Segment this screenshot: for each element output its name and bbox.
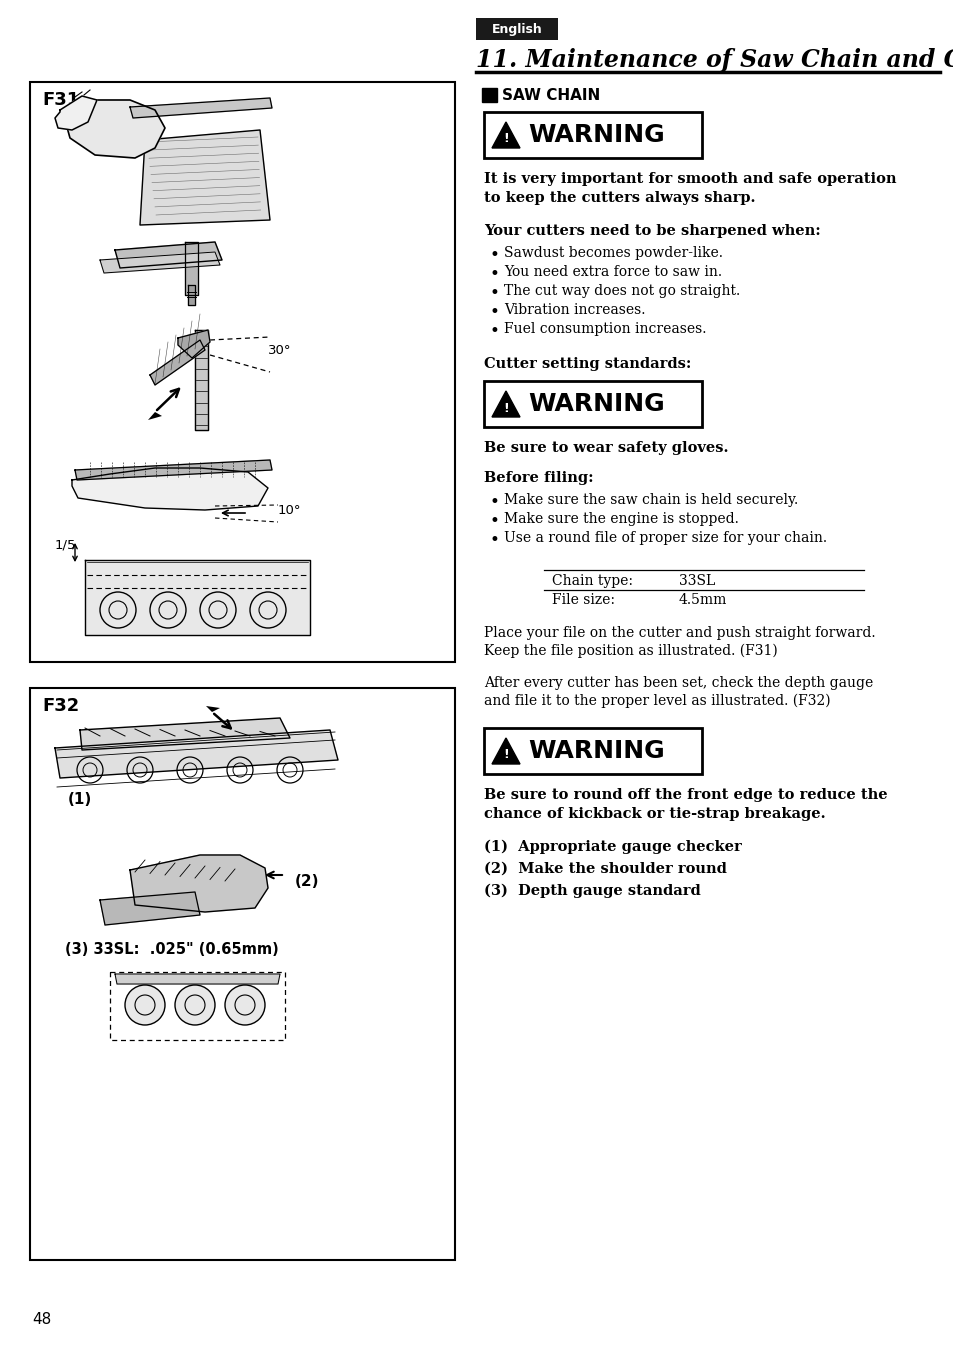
Text: File size:: File size:	[552, 593, 615, 607]
Polygon shape	[140, 129, 270, 225]
Text: •: •	[490, 245, 499, 264]
Text: (1)  Appropriate gauge checker: (1) Appropriate gauge checker	[483, 840, 741, 855]
Text: WARNING: WARNING	[527, 392, 664, 417]
Text: WARNING: WARNING	[527, 739, 664, 763]
Polygon shape	[100, 892, 200, 925]
FancyBboxPatch shape	[483, 112, 701, 158]
Text: You need extra force to saw in.: You need extra force to saw in.	[503, 266, 721, 279]
Text: Make sure the engine is stopped.: Make sure the engine is stopped.	[503, 512, 739, 526]
Text: Sawdust becomes powder-like.: Sawdust becomes powder-like.	[503, 245, 722, 260]
Text: •: •	[490, 284, 499, 302]
FancyBboxPatch shape	[483, 728, 701, 774]
Text: SAW CHAIN: SAW CHAIN	[501, 88, 599, 102]
Polygon shape	[71, 468, 268, 510]
FancyBboxPatch shape	[30, 687, 455, 1260]
Polygon shape	[481, 88, 497, 102]
Text: and file it to the proper level as illustrated. (F32): and file it to the proper level as illus…	[483, 694, 830, 709]
Polygon shape	[115, 243, 222, 268]
Text: Fuel consumption increases.: Fuel consumption increases.	[503, 322, 706, 336]
Text: (2): (2)	[294, 875, 319, 890]
Text: WARNING: WARNING	[527, 123, 664, 147]
Circle shape	[125, 985, 165, 1024]
Polygon shape	[115, 975, 280, 984]
Polygon shape	[492, 391, 519, 417]
Polygon shape	[194, 330, 208, 430]
Text: (3)  Depth gauge standard: (3) Depth gauge standard	[483, 884, 700, 898]
Text: It is very important for smooth and safe operation: It is very important for smooth and safe…	[483, 173, 896, 186]
FancyBboxPatch shape	[476, 18, 558, 40]
Polygon shape	[65, 100, 165, 158]
Text: Your cutters need to be sharpened when:: Your cutters need to be sharpened when:	[483, 224, 820, 239]
FancyBboxPatch shape	[30, 82, 455, 662]
Text: Be sure to round off the front edge to reduce the: Be sure to round off the front edge to r…	[483, 789, 886, 802]
Polygon shape	[55, 731, 337, 778]
Text: •: •	[490, 322, 499, 340]
Polygon shape	[75, 460, 272, 480]
Text: !: !	[502, 402, 508, 414]
Text: !: !	[502, 132, 508, 146]
Circle shape	[174, 985, 214, 1024]
Text: •: •	[490, 512, 499, 530]
Polygon shape	[150, 340, 205, 386]
Text: Keep the file position as illustrated. (F31): Keep the file position as illustrated. (…	[483, 644, 777, 658]
Text: •: •	[490, 266, 499, 283]
Text: 1/5: 1/5	[55, 538, 76, 551]
Text: !: !	[502, 748, 508, 762]
FancyBboxPatch shape	[483, 381, 701, 427]
Polygon shape	[185, 243, 198, 295]
Text: chance of kickback or tie-strap breakage.: chance of kickback or tie-strap breakage…	[483, 807, 824, 821]
Text: Chain type:: Chain type:	[552, 574, 633, 588]
Text: Cutter setting standards:: Cutter setting standards:	[483, 357, 691, 371]
Text: •: •	[490, 303, 499, 321]
Polygon shape	[100, 252, 220, 274]
Polygon shape	[85, 559, 310, 635]
Text: Make sure the saw chain is held securely.: Make sure the saw chain is held securely…	[503, 493, 798, 507]
Text: 10°: 10°	[277, 504, 301, 518]
Text: Vibration increases.: Vibration increases.	[503, 303, 645, 317]
Text: 48: 48	[32, 1313, 51, 1328]
Text: •: •	[490, 531, 499, 549]
Polygon shape	[492, 737, 519, 764]
Polygon shape	[130, 98, 272, 119]
Text: (3) 33SL:  .025" (0.65mm): (3) 33SL: .025" (0.65mm)	[65, 942, 278, 957]
Text: Be sure to wear safety gloves.: Be sure to wear safety gloves.	[483, 441, 728, 456]
Polygon shape	[178, 330, 210, 359]
Polygon shape	[492, 123, 519, 148]
Text: Place your file on the cutter and push straight forward.: Place your file on the cutter and push s…	[483, 625, 875, 640]
Polygon shape	[55, 96, 97, 129]
Polygon shape	[148, 412, 162, 421]
Text: F31: F31	[42, 92, 79, 109]
Text: After every cutter has been set, check the depth gauge: After every cutter has been set, check t…	[483, 675, 872, 690]
Polygon shape	[80, 718, 290, 749]
Text: 33SL: 33SL	[679, 574, 715, 588]
Text: Use a round file of proper size for your chain.: Use a round file of proper size for your…	[503, 531, 826, 545]
Text: to keep the cutters always sharp.: to keep the cutters always sharp.	[483, 191, 755, 205]
Text: The cut way does not go straight.: The cut way does not go straight.	[503, 284, 740, 298]
Text: (1): (1)	[68, 793, 92, 807]
Text: Before filing:: Before filing:	[483, 470, 593, 485]
Text: 4.5mm: 4.5mm	[679, 593, 726, 607]
Text: •: •	[490, 493, 499, 511]
Text: 11. Maintenance of Saw Chain and Guide Bar: 11. Maintenance of Saw Chain and Guide B…	[476, 49, 953, 71]
Circle shape	[225, 985, 265, 1024]
Text: F32: F32	[42, 697, 79, 714]
Text: (2)  Make the shoulder round: (2) Make the shoulder round	[483, 861, 726, 876]
Polygon shape	[206, 706, 220, 712]
Polygon shape	[188, 284, 194, 305]
Text: 30°: 30°	[268, 344, 292, 356]
Text: English: English	[491, 23, 542, 35]
Polygon shape	[130, 855, 268, 913]
